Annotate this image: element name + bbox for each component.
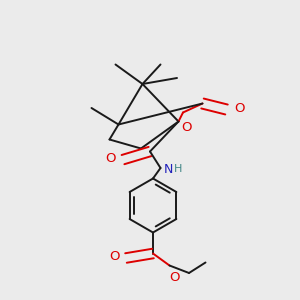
Text: O: O [105, 152, 116, 166]
Text: O: O [169, 271, 179, 284]
Text: O: O [234, 102, 244, 116]
Text: H: H [174, 164, 182, 175]
Text: O: O [109, 250, 119, 263]
Text: O: O [181, 121, 191, 134]
Text: N: N [164, 163, 173, 176]
